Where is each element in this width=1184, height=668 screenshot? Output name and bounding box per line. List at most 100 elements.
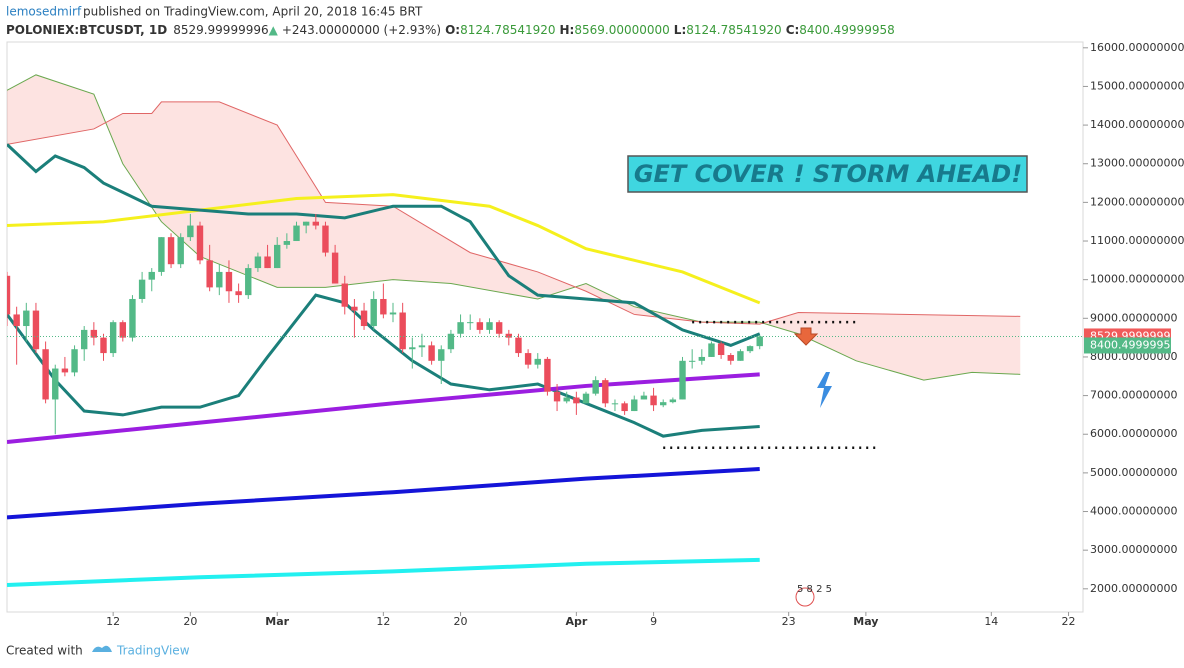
x-tick-label: 14: [984, 615, 998, 628]
y-tick-label: 12000.00000000: [1090, 195, 1184, 208]
candle-body: [167, 237, 175, 265]
x-tick-label: 23: [782, 615, 796, 628]
candle-body: [216, 271, 223, 288]
annotation: GET COVER ! STORM AHEAD!: [634, 160, 1022, 188]
candle-body: [467, 322, 474, 324]
x-tick-label: 12: [376, 615, 390, 628]
logo: [795, 587, 815, 607]
down-arrow: [793, 327, 819, 346]
header-price: 8529.99999996: [173, 23, 268, 37]
candle-body: [621, 403, 628, 412]
header-o-label: O:: [445, 23, 460, 37]
candle-body: [495, 322, 503, 334]
y-tick-label: 3000.00000000: [1090, 543, 1177, 556]
candle-body: [631, 399, 638, 412]
header-symbol: POLONIEX:BTCUSDT, 1D: [6, 23, 167, 37]
candle-body: [7, 275, 11, 315]
candle-body: [698, 356, 706, 361]
candle-body: [380, 298, 387, 315]
candle-body: [42, 349, 49, 400]
y-tick-label: 13000.00000000: [1090, 157, 1184, 170]
candle-body: [399, 312, 406, 350]
candle-body: [409, 347, 416, 350]
candle-body: [254, 256, 262, 269]
brand[interactable]: TradingView: [116, 644, 190, 658]
candle-body: [602, 380, 609, 404]
y-tick-label: 6000.00000000: [1090, 427, 1177, 440]
candle-body: [360, 310, 368, 327]
candle-body: [302, 221, 310, 226]
candle-body: [650, 395, 657, 406]
x-tick-label: Mar: [265, 615, 289, 628]
candle-body: [264, 256, 271, 269]
annotation-box: [627, 155, 1028, 193]
y-tick-label: 11000.00000000: [1090, 234, 1184, 247]
header-l: 8124.78541920: [686, 23, 781, 37]
x-tick-label: 20: [454, 615, 468, 628]
candle-body: [457, 322, 464, 334]
y-tick-label: 7000.00000000: [1090, 389, 1177, 402]
close-price-label: 8400.49999958: [1090, 338, 1177, 351]
y-tick-label: 9000.00000000: [1090, 311, 1177, 324]
plot-frame: [6, 41, 1084, 613]
candle-body: [611, 403, 619, 405]
x-tick-label: 12: [106, 615, 120, 628]
author[interactable]: lemosedmirf: [6, 5, 82, 19]
candle-body: [138, 279, 146, 299]
candle-body: [534, 358, 541, 365]
logo-text: 5 8 2 5: [797, 584, 832, 595]
candle-body: [196, 225, 204, 261]
candle-body: [544, 358, 551, 392]
candle-body: [90, 329, 98, 338]
candle-body: [756, 336, 763, 347]
candle-body: [592, 380, 599, 394]
candle-body: [293, 225, 300, 242]
candle-body: [32, 310, 40, 350]
lightning: [817, 372, 832, 408]
candle-body: [71, 349, 78, 373]
candle-body: [640, 395, 648, 400]
candle-body: [505, 333, 513, 338]
y-tick-label: 16000.00000000: [1090, 41, 1184, 54]
candle-body: [737, 351, 744, 361]
header-l-label: L:: [674, 23, 686, 37]
indicator-line: [7, 557, 760, 587]
candle-body: [119, 322, 127, 338]
cloud: [7, 74, 1021, 381]
header-change: +243.00000000 (+2.93%): [282, 23, 441, 37]
candle-body: [688, 360, 696, 362]
plot: 16000.00000000 15000.00000000 14000.000000…: [7, 41, 1184, 628]
tv-logo: [92, 645, 112, 652]
candle-body: [129, 298, 136, 338]
ohlc-text: POLONIEX:BTCUSDT, 1D 8529.99999996▲ +243.0…: [6, 23, 895, 37]
candle-body: [109, 322, 117, 354]
candle-body: [573, 397, 580, 404]
candle-body: [428, 345, 435, 361]
indicator-line: [7, 143, 761, 347]
candle-body: [486, 322, 493, 330]
candle-body: [187, 225, 194, 238]
candle-body: [679, 360, 686, 400]
candle-body: [61, 368, 69, 373]
header-o: 8124.78541920: [460, 23, 555, 37]
candle-body: [438, 349, 445, 361]
candle-body: [515, 337, 522, 354]
candle-body: [389, 312, 397, 315]
candle-body: [524, 353, 532, 365]
indicator-line: [7, 293, 760, 438]
candle-body: [322, 225, 329, 253]
candle-body: [727, 355, 734, 361]
candle-body: [81, 329, 88, 350]
x-tick-label: 9: [650, 615, 657, 628]
candle-body: [746, 346, 754, 352]
candle-body: [206, 260, 213, 288]
candle-body: [553, 391, 561, 402]
candle-body: [225, 271, 233, 292]
candle-body: [274, 244, 281, 269]
candle-body: [418, 345, 426, 348]
header-c-label: C:: [786, 23, 800, 37]
y-tick-label: 5000.00000000: [1090, 466, 1177, 479]
candle-body: [158, 237, 165, 272]
published: published on TradingView.com, April 20, …: [83, 5, 423, 19]
